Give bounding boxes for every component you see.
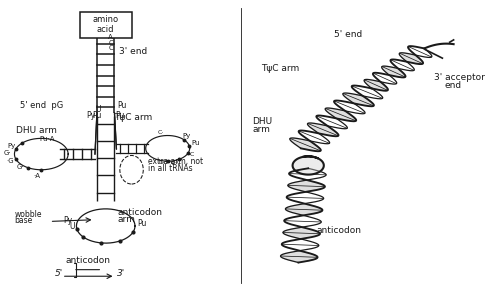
Text: U: U [96,105,101,114]
Text: C: C [108,40,113,46]
Text: G·: G· [4,150,12,156]
Text: in all tRNAs: in all tRNAs [148,164,193,173]
Text: anticodon: anticodon [118,207,163,217]
Text: arm: arm [252,125,270,134]
Text: 3' acceptor: 3' acceptor [434,73,485,82]
Polygon shape [298,130,330,144]
Text: Pu: Pu [192,140,200,146]
Polygon shape [364,79,388,91]
Polygon shape [325,108,356,121]
Text: anticodon: anticodon [317,226,362,235]
Text: Pu: Pu [137,219,146,228]
Polygon shape [286,192,324,203]
Text: 3' end: 3' end [119,47,147,56]
Text: Py: Py [86,111,95,120]
Text: A: A [108,34,113,40]
Text: Py: Py [64,216,72,225]
Polygon shape [286,204,323,215]
Text: C: C [108,45,113,52]
Text: ·C: ·C [188,152,195,157]
Polygon shape [390,59,414,71]
Polygon shape [343,93,374,106]
Polygon shape [308,123,338,136]
Text: end: end [445,81,462,91]
Polygon shape [280,251,318,262]
Polygon shape [408,46,432,57]
Text: C·: C· [158,130,164,135]
Text: Py: Py [8,143,16,149]
Polygon shape [352,86,382,99]
Polygon shape [282,239,319,251]
FancyBboxPatch shape [80,12,132,38]
Text: 3': 3' [117,269,125,278]
Text: amino
acid: amino acid [92,15,119,34]
Text: 5': 5' [54,269,62,278]
Polygon shape [399,53,423,64]
Text: Py: Py [182,133,191,139]
Text: TψC arm: TψC arm [114,113,152,122]
Polygon shape [288,180,325,192]
Polygon shape [334,100,365,114]
Text: G·T·ψ·C: G·T·ψ·C [159,160,182,165]
Text: DHU arm: DHU arm [16,126,58,135]
Text: Pu: Pu [116,111,125,120]
Text: Pu: Pu [117,101,126,110]
Polygon shape [316,116,348,129]
Text: TψC arm: TψC arm [261,64,299,73]
Polygon shape [284,216,321,227]
Text: 5' end  pG: 5' end pG [20,101,63,110]
Text: arm: arm [118,215,136,224]
Text: Pu·A: Pu·A [39,136,54,142]
Polygon shape [283,227,320,239]
Polygon shape [292,156,324,175]
Polygon shape [290,138,321,151]
Text: anticodon: anticodon [65,256,110,265]
Text: Pu: Pu [92,111,102,120]
Text: U: U [69,222,74,231]
Text: ·G: ·G [6,158,14,164]
Text: DHU: DHU [252,117,272,126]
Text: base: base [14,216,32,225]
Polygon shape [373,73,396,84]
Text: G·: G· [16,164,24,170]
Text: ·A: ·A [33,173,40,179]
Text: extra arm, not: extra arm, not [148,157,204,166]
Polygon shape [289,168,326,180]
Text: 5' end: 5' end [334,30,362,39]
Text: wobble: wobble [14,210,42,219]
Polygon shape [382,66,406,77]
